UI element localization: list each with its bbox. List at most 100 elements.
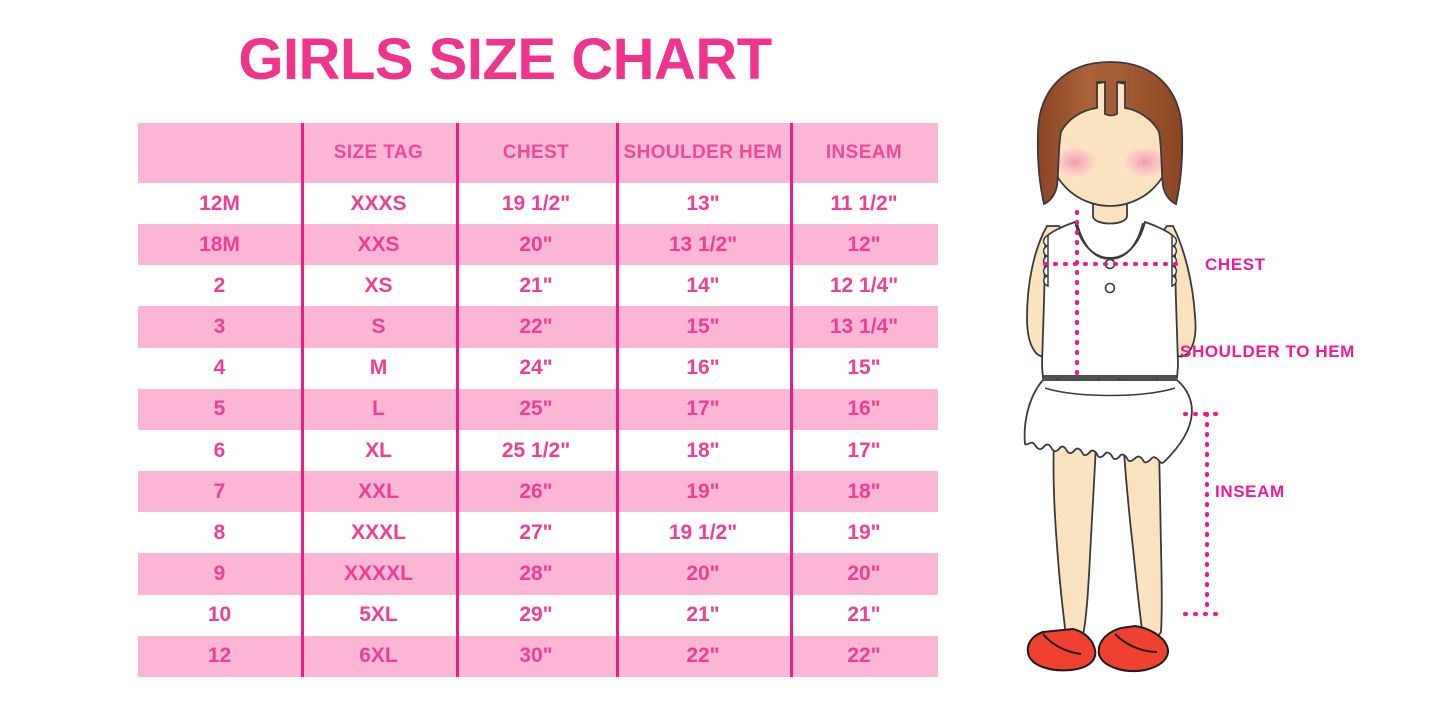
cell-inseam: 18" [847, 479, 881, 503]
table-row: 9 XXXXL 28" 20" 20" [138, 553, 938, 595]
label-inseam: INSEAM [1215, 482, 1285, 501]
cell-size: 8 [213, 520, 226, 544]
cell-inseam: 20" [847, 561, 881, 585]
cell-chest: 20" [519, 232, 553, 256]
cell-chest: 26" [519, 479, 553, 503]
cell-chest: 19 1/2" [501, 191, 571, 215]
cell-size: 10 [207, 603, 232, 627]
measurement-lines [1043, 210, 1209, 616]
column-header-size-tag: SIZE TAG [333, 142, 424, 163]
cell-shoulder-hem: 18" [686, 438, 720, 462]
hair [1036, 61, 1184, 206]
cell-shoulder-hem: 15" [686, 315, 720, 339]
table-row: 18M XXS 20" 13 1/2" 12" [138, 224, 938, 266]
girl-figure-illustration [985, 36, 1265, 696]
cell-size: 4 [213, 356, 226, 380]
cell-size-tag: 6XL [359, 644, 398, 668]
cell-size: 6 [213, 438, 226, 462]
table-row: 2 XS 21" 14" 12 1/4" [138, 265, 938, 307]
label-shoulder-to-hem: SHOULDER TO HEM [1180, 342, 1355, 361]
cell-size: 3 [213, 315, 226, 339]
cell-size-tag: 5XL [359, 603, 398, 627]
cell-chest: 24" [519, 356, 553, 380]
cell-chest: 28" [519, 561, 553, 585]
cell-shoulder-hem: 20" [686, 561, 720, 585]
label-chest: CHEST [1205, 255, 1266, 274]
cell-shoulder-hem: 22" [686, 644, 720, 668]
table-row: 3 S 22" 15" 13 1/4" [138, 306, 938, 348]
column-divider-2 [456, 123, 459, 677]
cell-inseam: 22" [847, 644, 881, 668]
cell-shoulder-hem: 13 1/2" [668, 232, 738, 256]
cell-shoulder-hem: 19" [686, 479, 720, 503]
cell-inseam: 15" [847, 356, 881, 380]
size-chart-table: SIZE TAG CHEST SHOULDER HEM INSEAM 12M X… [138, 123, 938, 677]
sleeve-ruffle-left [1042, 235, 1049, 288]
cell-size-tag: M [369, 356, 388, 380]
column-header-chest: CHEST [502, 142, 570, 163]
table-body: 12M XXXS 19 1/2" 13" 11 1/2" 18M XXS 20"… [138, 183, 938, 677]
page-title: GIRLS SIZE CHART [238, 27, 772, 92]
cell-shoulder-hem: 19 1/2" [668, 520, 738, 544]
cell-size-tag: XXS [357, 232, 400, 256]
cell-size: 12 [207, 644, 232, 668]
cell-chest: 21" [519, 273, 553, 297]
cell-size-tag: XXL [358, 479, 399, 503]
column-header-shoulder-hem: SHOULDER HEM [623, 142, 783, 163]
cell-inseam: 16" [847, 397, 881, 421]
column-header-size [138, 123, 301, 183]
head [1036, 61, 1184, 207]
cell-inseam: 13 1/4" [829, 315, 899, 339]
blouse [1041, 220, 1179, 379]
cell-inseam: 19" [847, 520, 881, 544]
cell-chest: 25 1/2" [501, 438, 571, 462]
cell-shoulder-hem: 21" [686, 603, 720, 627]
blush-right [1121, 145, 1169, 179]
cell-size: 5 [213, 397, 226, 421]
cell-inseam: 17" [847, 438, 881, 462]
cell-shoulder-hem: 17" [686, 397, 720, 421]
column-divider-3 [616, 123, 619, 677]
table-header-row: SIZE TAG CHEST SHOULDER HEM INSEAM [138, 123, 938, 183]
cell-size: 7 [213, 479, 226, 503]
table-row: 12M XXXS 19 1/2" 13" 11 1/2" [138, 183, 938, 225]
cell-chest: 25" [519, 397, 553, 421]
cell-size-tag: XL [365, 438, 392, 462]
cell-inseam: 12 1/4" [829, 273, 899, 297]
cell-shoulder-hem: 14" [686, 273, 720, 297]
cell-size-tag: XXXL [351, 520, 406, 544]
cell-size-tag: XXXXL [344, 561, 413, 585]
skirt [1023, 379, 1193, 464]
cell-chest: 22" [519, 315, 553, 339]
column-divider-1 [301, 123, 304, 677]
cell-inseam: 12" [847, 232, 881, 256]
cell-size-tag: XS [364, 273, 393, 297]
table-row: 6 XL 25 1/2" 18" 17" [138, 429, 938, 472]
table-row: 7 XXL 26" 19" 18" [138, 471, 938, 513]
cell-chest: 27" [519, 520, 553, 544]
cell-shoulder-hem: 13" [686, 191, 720, 215]
shoes [1026, 624, 1169, 672]
blush-left [1051, 145, 1099, 179]
column-header-inseam: INSEAM [825, 142, 903, 163]
table-row: 8 XXXL 27" 19 1/2" 19" [138, 512, 938, 554]
button-bottom [1104, 282, 1116, 294]
table-row: 4 M 24" 16" 15" [138, 347, 938, 389]
cell-size: 9 [213, 561, 226, 585]
cell-chest: 29" [519, 603, 553, 627]
cell-size: 2 [213, 273, 226, 297]
table-row: 5 L 25" 17" 16" [138, 388, 938, 430]
table-row: 10 5XL 29" 21" 21" [138, 594, 938, 636]
cell-chest: 30" [519, 644, 553, 668]
cell-inseam: 11 1/2" [830, 191, 898, 215]
cell-size: 12M [199, 191, 240, 215]
cell-inseam: 21" [847, 603, 881, 627]
cell-shoulder-hem: 16" [686, 356, 720, 380]
table-row: 12 6XL 30" 22" 22" [138, 635, 938, 677]
inseam-ticks [1183, 412, 1225, 616]
cell-size-tag: S [371, 315, 386, 339]
column-divider-4 [790, 123, 793, 677]
sleeve-ruffle-right [1171, 235, 1178, 288]
cell-size-tag: L [372, 397, 385, 421]
